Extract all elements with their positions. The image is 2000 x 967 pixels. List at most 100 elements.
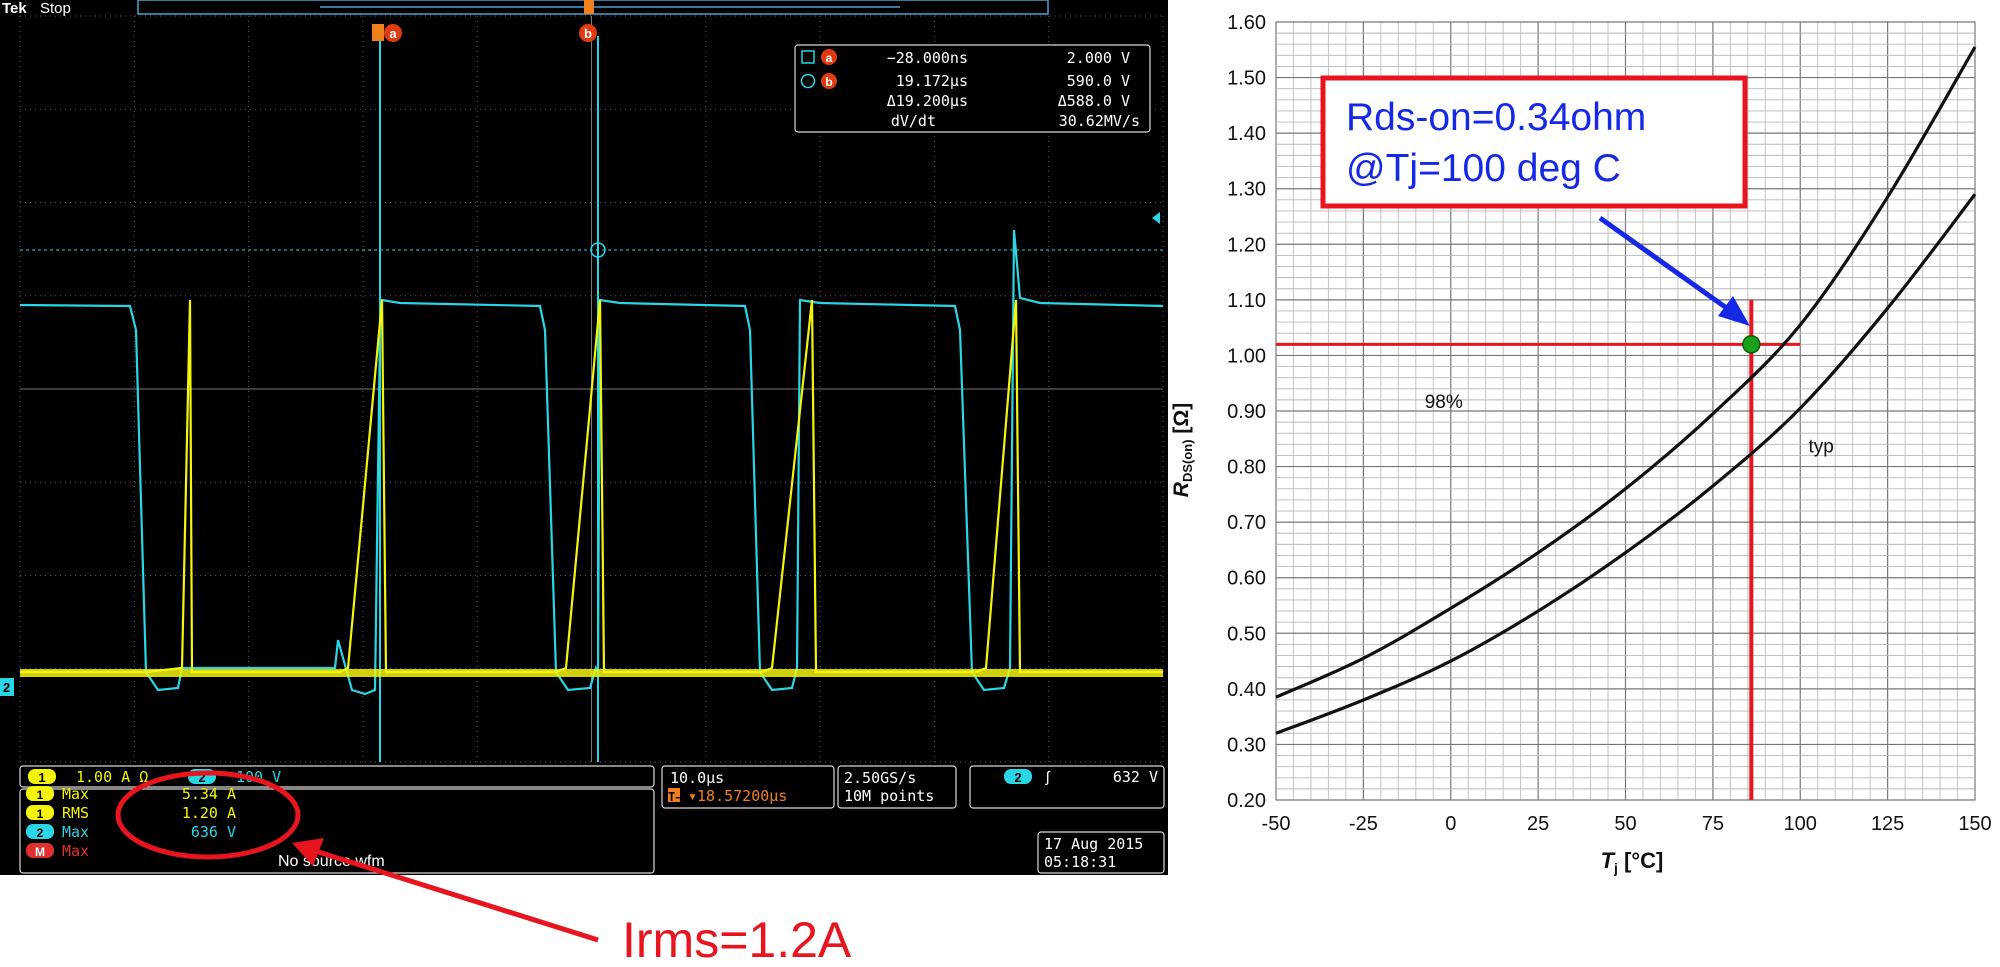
oscilloscope-panel: Tek Stop a b 2 a b −28.000ns 2.000 V 19.… — [0, 0, 1168, 875]
chart-y-tick-label: 1.00 — [1227, 345, 1266, 367]
chart-y-axis-label: RDS(on) [Ω] — [1170, 403, 1195, 497]
cursor-readout-box — [794, 44, 1151, 133]
chart-x-tick-label: 25 — [1527, 813, 1549, 835]
datetime-box — [1037, 831, 1165, 874]
measurement-value: 636 V — [191, 823, 236, 841]
chart-y-tick-label: 1.20 — [1227, 234, 1266, 256]
cursor-a-readout-badge — [821, 49, 837, 65]
cursor-b-value: 590.0 V — [1067, 72, 1130, 90]
chart-x-tick-labels: -50 -25 0 25 50 75 100 125 150 — [1262, 813, 1992, 835]
series-label: 98% — [1425, 392, 1463, 413]
measurement-badge-label: 1 — [37, 807, 44, 821]
chart-x-axis-label-sub: j — [1613, 860, 1618, 876]
scope-status: Stop — [40, 0, 71, 17]
cursor-a-tag[interactable] — [372, 24, 384, 41]
measurement-badge-label: 1 — [37, 788, 44, 802]
chart-y-tick-label: 0.80 — [1227, 457, 1266, 479]
timebase-box[interactable] — [661, 765, 835, 809]
chart-y-axis-label-main: R — [1170, 481, 1193, 497]
cursor-b-label: b — [584, 26, 592, 41]
rds-annotation-line1: Rds-on=0.34ohm — [1346, 96, 1646, 139]
chart-x-tick-label: 50 — [1614, 813, 1636, 835]
cursor-a-time: −28.000ns — [887, 49, 968, 67]
trigger-source-badge — [1004, 769, 1032, 784]
measurement-name: Max — [62, 785, 89, 803]
chart-y-axis-label-sub: DS(on) — [1180, 439, 1195, 482]
record-length: 10M points — [844, 787, 934, 805]
acquisition-box[interactable] — [837, 765, 957, 809]
chart-y-tick-label: 1.10 — [1227, 290, 1266, 312]
ch2-scale: 100 V — [236, 768, 281, 786]
chart-x-tick-label: 100 — [1784, 813, 1817, 835]
ch2-scale-badge-label: 2 — [198, 770, 205, 785]
irms-annotation-text: Irms=1.2A — [622, 912, 852, 967]
rds-annotation-line2: @Tj=100 deg C — [1346, 147, 1621, 190]
channel-2-marker[interactable] — [0, 678, 14, 696]
measurement-panel[interactable] — [19, 788, 655, 874]
ch1-scale-badge — [28, 769, 56, 784]
irms-annotation: Irms=1.2A — [115, 770, 852, 967]
chart-y-tick-label: 0.70 — [1227, 512, 1266, 534]
measurement-row: M Max — [26, 842, 89, 860]
trigger-position-icon — [668, 788, 680, 802]
rds-annotation-box — [1320, 75, 1748, 209]
measurement-value: 1.20 A — [182, 804, 236, 822]
cursor-b-readout-badge — [821, 73, 837, 89]
cursor-a-label: a — [389, 26, 397, 41]
trigger-marker-top[interactable] — [584, 0, 594, 14]
measurement-badge-label: 2 — [37, 826, 44, 840]
channel-scale-bar[interactable] — [19, 765, 655, 788]
chart-y-tick-labels: 0.20 0.30 0.40 0.50 0.60 0.70 0.80 0.90 1.00 1.10… — [1227, 12, 1266, 812]
cursor-crosshair-icon — [590, 242, 606, 258]
series-line-98pct — [1275, 46, 1977, 699]
cursor-a-readout-badge-label: a — [826, 51, 833, 65]
cursor-b-readout-badge-label: b — [825, 75, 832, 89]
chart-x-axis-label-unit: [°C] — [1618, 848, 1663, 873]
measurement-name: Max — [62, 842, 89, 860]
operating-point-marker — [1742, 335, 1761, 354]
measurement-rows: 1 Max 5.34 A 1 RMS 1.20 A 2 Max 636 V M Max — [26, 785, 236, 860]
timebase: 10.0µs — [670, 769, 724, 787]
measurement-row: 1 RMS 1.20 A — [26, 804, 236, 822]
sample-rate: 2.50GS/s — [844, 769, 916, 787]
chart-x-axis-label: Tj [°C] — [1601, 848, 1664, 876]
irms-highlight-ellipse — [115, 770, 301, 860]
measurement-badge — [26, 786, 54, 801]
series-label: typ — [1809, 437, 1834, 458]
chart-y-tick-label: 1.60 — [1227, 12, 1266, 34]
series-line-typ — [1275, 193, 1977, 735]
chart-y-tick-label: 0.60 — [1227, 568, 1266, 590]
measurement-row: 2 Max 636 V — [26, 823, 236, 841]
chart-x-tick-label: 150 — [1958, 813, 1991, 835]
chart-x-tick-label: -50 — [1262, 813, 1291, 835]
trigger-level: 632 V — [1113, 768, 1158, 786]
cursor-b-badge[interactable] — [579, 24, 597, 42]
cursor-b-readout-icon — [800, 73, 816, 89]
cursor-a-readout-icon — [801, 50, 815, 64]
trigger-source-badge-label: 2 — [1014, 770, 1021, 785]
measurement-badge-label: M — [35, 845, 45, 859]
chart-y-tick-label: 0.50 — [1227, 623, 1266, 645]
scope-background — [0, 0, 1168, 875]
ch1-scale: 1.00 A Ω — [76, 768, 148, 786]
channel-2-marker-label: 2 — [3, 680, 10, 695]
cursor-rate-value: 30.62MV/s — [1059, 112, 1140, 130]
rds-arrow-head-icon — [1718, 296, 1750, 326]
cursor-a-badge[interactable] — [384, 24, 402, 42]
chart-series: 98% typ — [1275, 46, 1977, 800]
cursor-delta-value: Δ588.0 V — [1058, 92, 1130, 110]
rds-arrow-line — [1598, 215, 1737, 317]
chart-y-tick-label: 0.20 — [1227, 790, 1266, 812]
trigger-level-arrow-icon — [1152, 212, 1160, 224]
chart-y-tick-label: 0.30 — [1227, 734, 1266, 756]
chart-y-tick-label: 1.50 — [1227, 68, 1266, 90]
trigger-position-prefix: T→ — [668, 790, 682, 804]
chart-x-tick-label: 125 — [1871, 813, 1904, 835]
chart-y-tick-label: 0.90 — [1227, 401, 1266, 423]
measurement-value: 5.34 A — [182, 785, 236, 803]
rds-chart: 0.20 0.30 0.40 0.50 0.60 0.70 0.80 0.90 1.00 1.10… — [1170, 12, 1992, 876]
measurement-row: 1 Max 5.34 A — [26, 785, 236, 803]
scope-date: 17 Aug 2015 — [1044, 835, 1143, 853]
chart-y-tick-label: 0.40 — [1227, 679, 1266, 701]
